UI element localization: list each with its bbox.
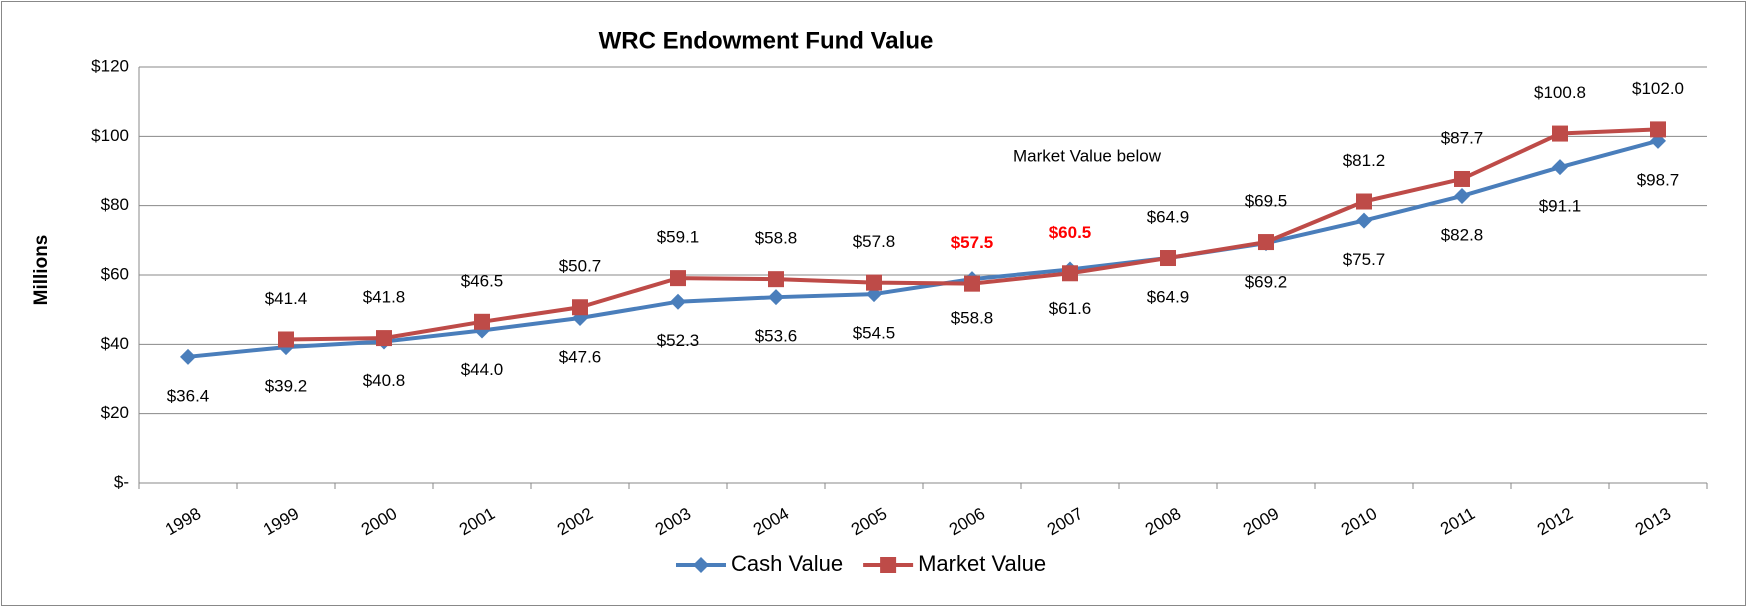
- data-label: $53.6: [755, 327, 798, 346]
- point-marker: [1356, 193, 1372, 210]
- annotation: Market Value below: [1013, 146, 1162, 165]
- point-marker: [1552, 159, 1568, 176]
- data-label: $102.0: [1632, 79, 1684, 98]
- data-label: $60.5: [1049, 223, 1092, 242]
- point-marker: [670, 270, 686, 287]
- point-marker: [180, 348, 196, 365]
- chart-title: WRC Endowment Fund Value: [599, 27, 934, 54]
- data-label: $61.6: [1049, 299, 1092, 318]
- point-marker: [474, 313, 490, 330]
- point-marker: [1552, 125, 1568, 142]
- y-tick-label: $40: [101, 334, 129, 353]
- data-label: $69.5: [1245, 192, 1288, 211]
- data-label: $91.1: [1539, 197, 1582, 216]
- y-tick-label: $60: [101, 264, 129, 283]
- y-tick-label: $-: [114, 472, 129, 491]
- data-label: $58.8: [951, 309, 994, 328]
- point-marker: [1454, 170, 1470, 187]
- data-label: $57.8: [853, 232, 896, 251]
- point-marker: [768, 271, 784, 288]
- point-marker: [1160, 250, 1176, 267]
- data-label: $47.6: [559, 347, 602, 366]
- data-label: $87.7: [1441, 128, 1484, 147]
- data-label: $54.5: [853, 324, 896, 343]
- data-label: $81.2: [1343, 151, 1386, 170]
- data-label: $59.1: [657, 228, 700, 247]
- data-label: $82.8: [1441, 225, 1484, 244]
- legend-label: Market Value: [918, 551, 1046, 576]
- y-axis-label: Millions: [31, 235, 52, 306]
- point-marker: [866, 274, 882, 291]
- data-label: $50.7: [559, 257, 602, 276]
- legend-marker: [693, 557, 709, 573]
- point-marker: [1356, 212, 1372, 229]
- point-marker: [376, 330, 392, 347]
- legend-marker: [880, 557, 897, 573]
- series-line: [187, 138, 1659, 359]
- point-marker: [572, 299, 588, 316]
- y-tick-label: $120: [91, 56, 129, 75]
- data-label: $64.9: [1147, 207, 1190, 226]
- y-tick-label: $20: [101, 403, 129, 422]
- data-label: $98.7: [1637, 170, 1680, 189]
- data-label: $44.0: [461, 360, 504, 379]
- data-label: $57.5: [951, 233, 994, 252]
- point-marker: [1258, 234, 1274, 251]
- data-label: $39.2: [265, 377, 308, 396]
- data-label: $41.8: [363, 288, 406, 307]
- data-label: $69.2: [1245, 273, 1288, 292]
- data-label: $52.3: [657, 331, 700, 350]
- data-label: $75.7: [1343, 250, 1386, 269]
- data-label: $100.8: [1534, 83, 1586, 102]
- data-label: $36.4: [167, 386, 210, 405]
- y-tick-label: $100: [91, 126, 129, 145]
- point-marker: [278, 331, 294, 348]
- data-label: $41.4: [265, 289, 308, 308]
- data-label: $64.9: [1147, 287, 1190, 306]
- data-label: $40.8: [363, 371, 406, 390]
- legend-label: Cash Value: [731, 551, 843, 576]
- point-marker: [1062, 265, 1078, 282]
- y-tick-label: $80: [101, 195, 129, 214]
- point-marker: [670, 293, 686, 310]
- point-marker: [964, 275, 980, 292]
- data-label: $46.5: [461, 271, 504, 290]
- point-marker: [768, 289, 784, 306]
- point-marker: [1454, 187, 1470, 204]
- point-marker: [1650, 121, 1666, 138]
- data-label: $58.8: [755, 229, 798, 248]
